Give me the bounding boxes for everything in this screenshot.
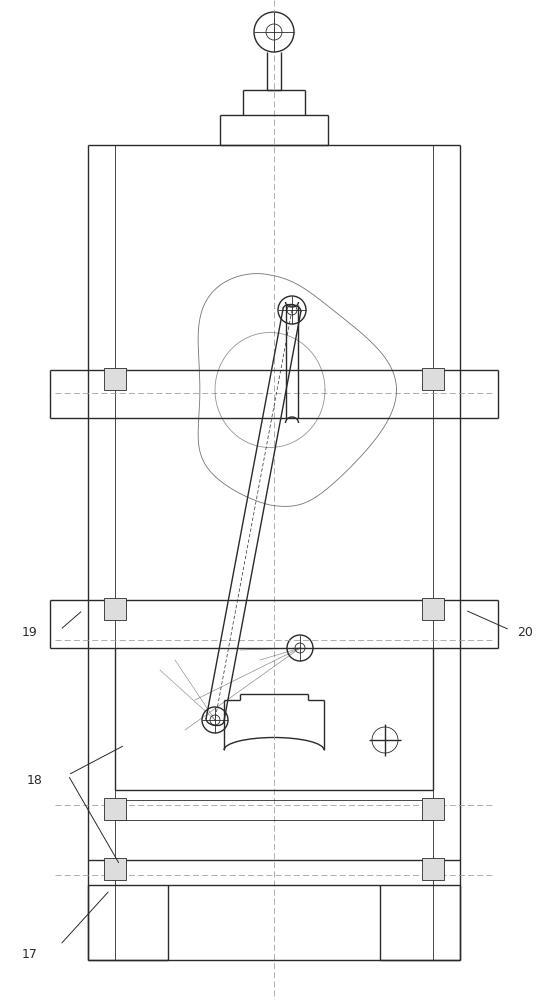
Bar (422, 598, 444, 620)
Text: 18: 18 (27, 774, 43, 786)
Bar (104, 598, 126, 620)
Bar (422, 798, 444, 820)
Bar (104, 798, 126, 820)
Text: 20: 20 (517, 626, 533, 639)
Bar (422, 858, 444, 880)
Bar (422, 368, 444, 390)
Bar (104, 368, 126, 390)
Text: 17: 17 (22, 948, 38, 962)
Text: 19: 19 (22, 626, 38, 639)
Bar (104, 858, 126, 880)
